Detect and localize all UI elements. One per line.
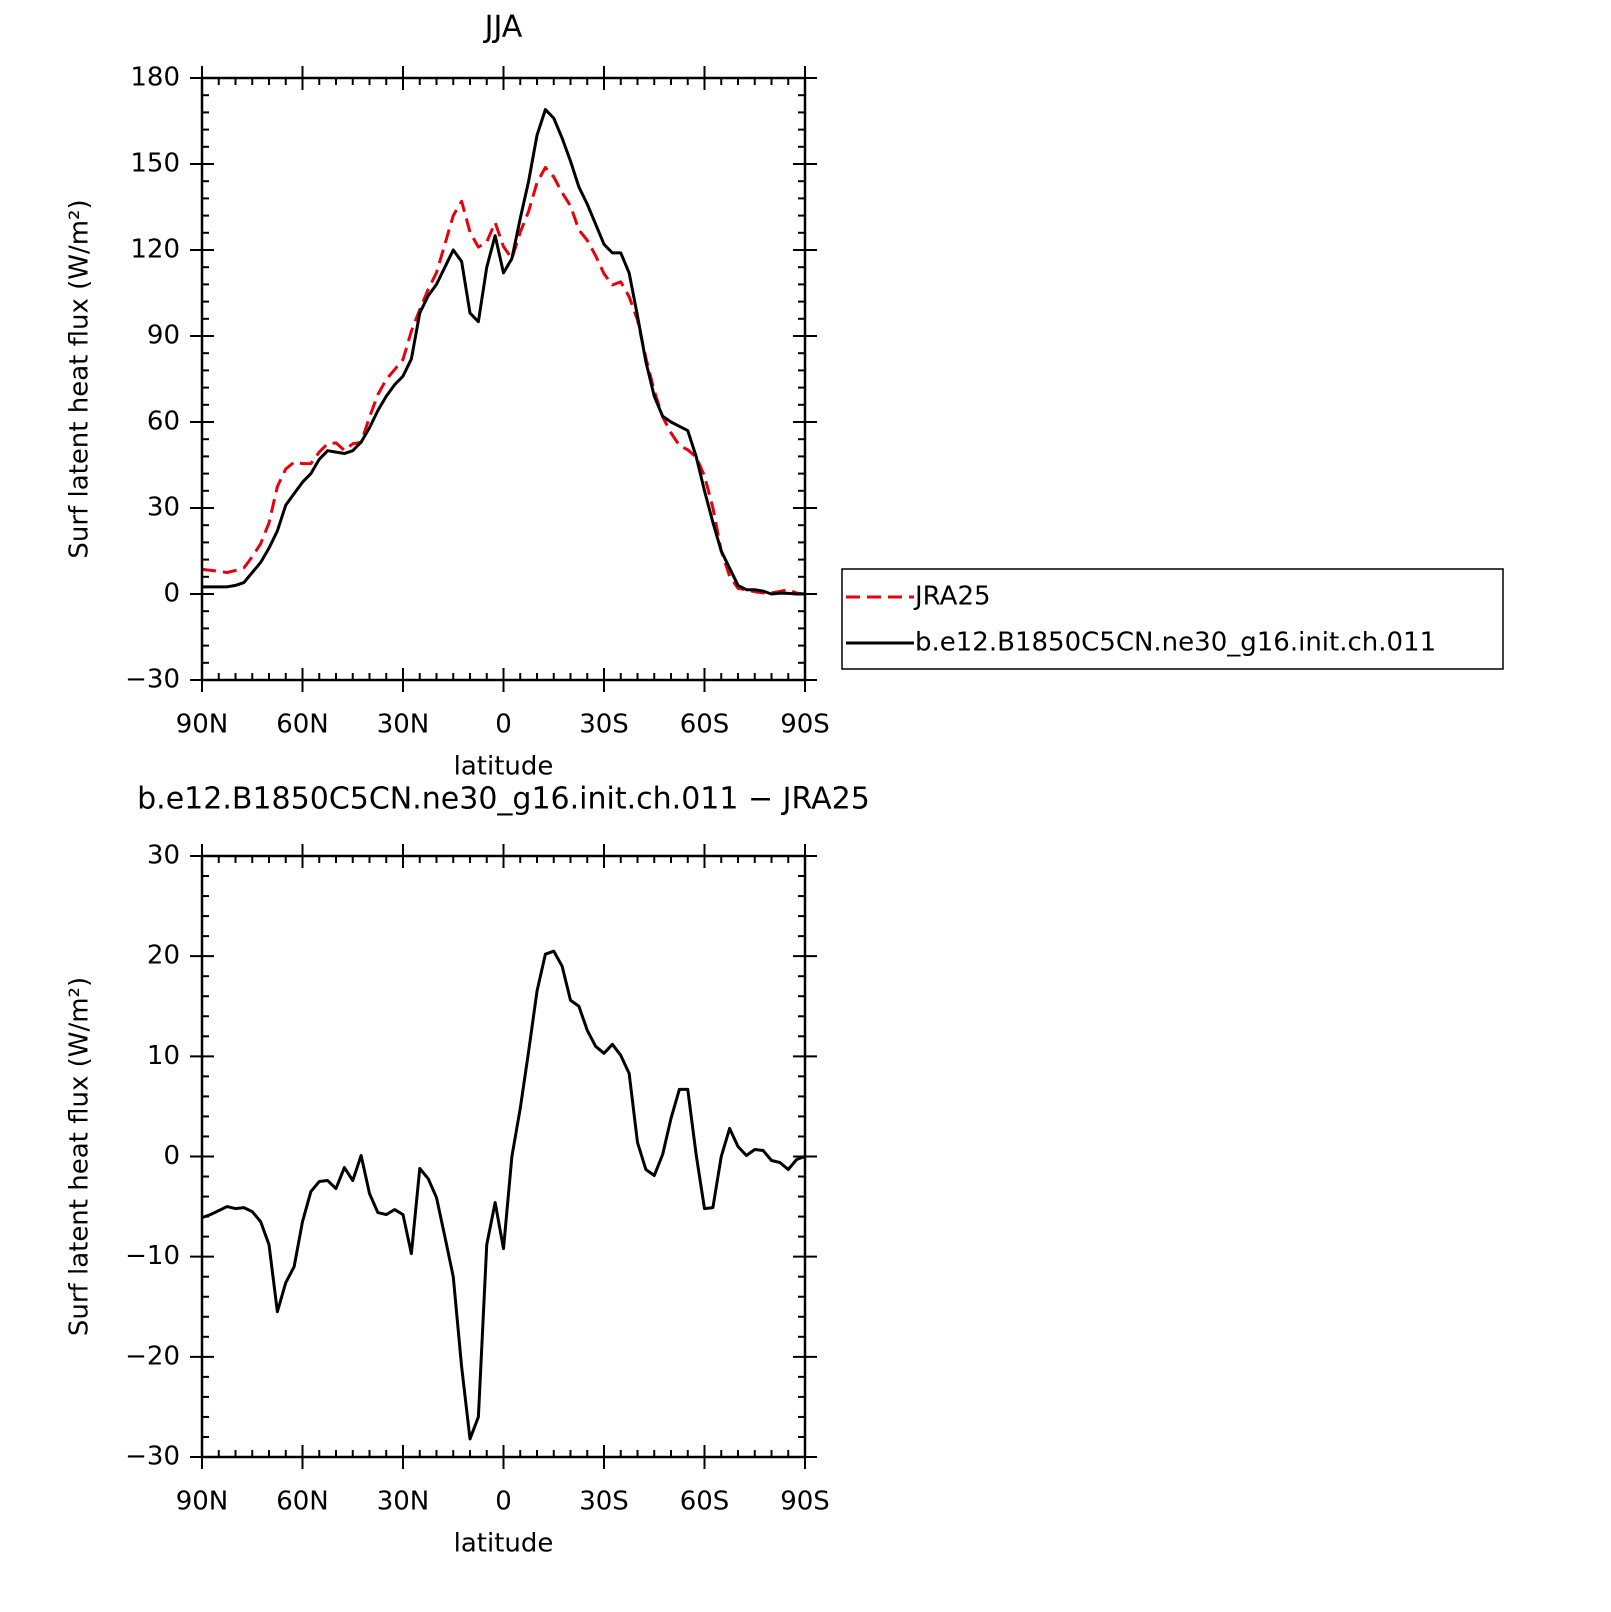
x-tick-label: 30N (377, 1487, 430, 1517)
y-tick-label: 30 (147, 493, 180, 523)
x-tick-label: 60N (276, 710, 329, 740)
x-axis-label: latitude (454, 1529, 554, 1559)
chart-title: b.e12.B1850C5CN.ne30_g16.init.ch.011 − J… (137, 782, 870, 817)
x-tick-label: 60N (276, 1487, 329, 1517)
chart-title: JJA (483, 10, 523, 45)
y-axis-label: Surf latent heat flux (W/m²) (65, 977, 95, 1336)
y-axis-label: Surf latent heat flux (W/m²) (65, 199, 95, 558)
y-tick-label: −30 (125, 665, 180, 695)
y-tick-label: −30 (125, 1442, 180, 1472)
x-tick-label: 90S (780, 1487, 830, 1517)
x-tick-label: 30S (579, 1487, 629, 1517)
y-tick-label: 30 (147, 841, 180, 871)
x-tick-label: 90S (780, 710, 830, 740)
y-tick-label: 120 (130, 235, 180, 265)
y-tick-label: 150 (130, 149, 180, 179)
y-tick-label: 90 (147, 321, 180, 351)
x-axis-label: latitude (454, 752, 554, 782)
x-tick-label: 0 (495, 1487, 512, 1517)
panel: JJA −30 0 30 60 90 120 150 180 90N 60N 30N 0 30S 60S 90… (65, 10, 830, 782)
legend-label: b.e12.B1850C5CN.ne30_g16.init.ch.011 (915, 628, 1436, 658)
data-line (202, 108, 805, 596)
legend: JRA25 b.e12.B1850C5CN.ne30_g16.init.ch.01… (841, 568, 1504, 670)
y-tick-label: −10 (125, 1241, 180, 1271)
data-line (201, 165, 806, 596)
y-tick-label: 60 (147, 407, 180, 437)
panel: b.e12.B1850C5CN.ne30_g16.init.ch.011 − J… (65, 782, 870, 1559)
y-tick-label: 0 (163, 1141, 180, 1171)
plot-frame (200, 76, 807, 682)
x-tick-label: 30S (579, 710, 629, 740)
x-tick-label: 90N (176, 1487, 229, 1517)
y-tick-label: 180 (130, 63, 180, 93)
x-tick-label: 60S (680, 1487, 730, 1517)
legend-label: JRA25 (913, 582, 991, 612)
x-tick-label: 0 (495, 710, 512, 740)
y-tick-label: 20 (147, 941, 180, 971)
x-tick-label: 30N (377, 710, 430, 740)
legend-box (841, 568, 1504, 670)
y-tick-label: 0 (163, 579, 180, 609)
x-tick-label: 90N (176, 710, 229, 740)
plot-frame (200, 854, 807, 1459)
x-tick-label: 60S (680, 710, 730, 740)
data-line (201, 949, 806, 1441)
y-tick-label: −20 (125, 1341, 180, 1371)
y-tick-label: 10 (147, 1041, 180, 1071)
